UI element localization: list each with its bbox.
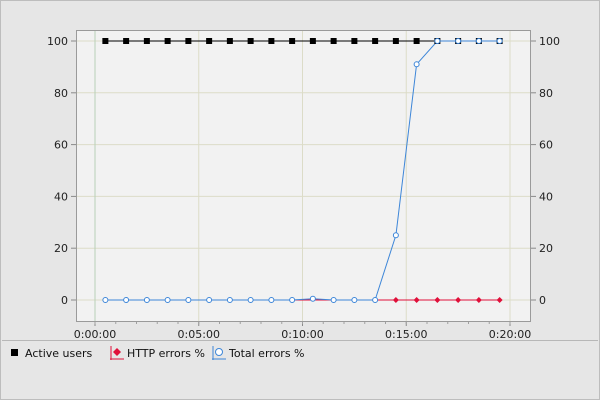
data-point-square xyxy=(351,38,358,44)
data-point-circle xyxy=(268,297,275,303)
y-tick-label: 60 xyxy=(54,139,68,152)
tick-labels: 0 0 20 20 40 40 60 60 80 80 100 100 0:00:00 0:05:00 0:… xyxy=(47,35,560,340)
data-point-diamond xyxy=(496,297,503,303)
y-tick-label-right: 100 xyxy=(539,35,560,48)
data-point-diamond xyxy=(475,297,482,303)
data-point-circle xyxy=(247,297,254,303)
x-tick-label: 0:15:00 xyxy=(385,328,427,340)
plot-border xyxy=(76,30,531,322)
circle-marker-icon xyxy=(212,346,226,360)
data-point-circle xyxy=(102,297,109,303)
data-point-circle xyxy=(289,297,296,303)
x-tick-label: 0:10:00 xyxy=(281,328,323,340)
chart-panel: 0 0 20 20 40 40 60 60 80 80 100 100 0:00:00 0:05:00 0:… xyxy=(2,2,598,341)
data-point-square xyxy=(268,38,275,44)
data-point-circle xyxy=(164,297,171,303)
y-tick-label: 40 xyxy=(54,190,68,203)
data-point-circle xyxy=(413,61,420,68)
data-point-square xyxy=(330,38,337,44)
series-line-2 xyxy=(105,40,500,301)
data-point-circle xyxy=(143,297,150,303)
y-tick-label: 0 xyxy=(61,294,68,307)
data-point-square xyxy=(143,38,150,44)
data-point-circle xyxy=(372,297,379,303)
y-tick-label: 100 xyxy=(47,35,68,48)
data-point-circle xyxy=(123,297,130,303)
x-tick-label: 0:05:00 xyxy=(178,328,220,340)
data-point-circle xyxy=(455,38,462,44)
data-point-diamond xyxy=(413,297,420,303)
data-point-circle xyxy=(309,295,316,302)
diamond-marker-icon xyxy=(110,346,124,360)
y-tick-label-right: 40 xyxy=(539,190,553,203)
legend-item-http-errors: HTTP errors % xyxy=(110,346,205,360)
plot-area xyxy=(76,30,531,322)
data-point-circle xyxy=(392,232,399,239)
data-point-circle xyxy=(185,297,192,303)
y-tick-label-right: 60 xyxy=(539,139,553,152)
data-point-square xyxy=(309,38,316,44)
legend-item-total-errors: Total errors % xyxy=(212,346,305,360)
y-tick-label-right: 20 xyxy=(539,242,553,255)
y-tick-label-right: 80 xyxy=(539,87,553,100)
legend-label: Active users xyxy=(25,346,93,360)
data-point-square xyxy=(123,38,130,44)
x-tick-label: 0:00:00 xyxy=(74,328,116,340)
data-point-square xyxy=(372,38,379,44)
legend: Active users HTTP errors % Total errors … xyxy=(2,342,598,398)
x-tick-label: 0:20:00 xyxy=(489,328,531,340)
data-point-square xyxy=(392,38,399,44)
y-tick-label: 80 xyxy=(54,87,68,100)
y-tick-label: 20 xyxy=(54,242,68,255)
data-point-circle xyxy=(226,297,233,303)
data-point-square xyxy=(247,38,254,44)
data-point-circle xyxy=(351,297,358,303)
data-point-square xyxy=(164,38,171,44)
data-point-square xyxy=(289,38,296,44)
legend-item-active-users: Active users xyxy=(8,346,92,360)
square-marker-icon xyxy=(11,349,18,356)
data-point-circle xyxy=(206,297,213,303)
legend-label: HTTP errors % xyxy=(127,346,205,360)
data-point-circle xyxy=(496,38,503,44)
data-point-square xyxy=(102,38,109,44)
data-point-square xyxy=(413,38,420,44)
data-point-square xyxy=(226,38,233,44)
data-point-diamond xyxy=(434,297,441,303)
data-point-square xyxy=(206,38,213,44)
series-markers xyxy=(102,38,503,303)
data-point-diamond xyxy=(392,297,399,303)
data-point-circle xyxy=(434,38,441,44)
line-chart: 0 0 20 20 40 40 60 60 80 80 100 100 0:00:00 0:05:00 0:… xyxy=(47,30,560,340)
data-point-square xyxy=(185,38,192,44)
y-tick-label-right: 0 xyxy=(539,294,546,307)
data-point-circle xyxy=(475,38,482,44)
data-point-circle xyxy=(330,297,337,303)
series-lines xyxy=(105,40,500,301)
data-point-diamond xyxy=(455,297,462,303)
axes xyxy=(71,30,536,326)
legend-label: Total errors % xyxy=(229,346,305,360)
